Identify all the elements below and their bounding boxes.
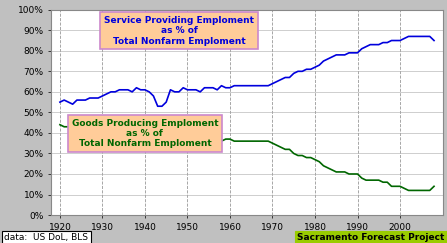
Text: Goods Producing Emploment
as % of
Total Nonfarm Emploment: Goods Producing Emploment as % of Total … <box>72 119 218 148</box>
Text: data:  US DoL, BLS: data: US DoL, BLS <box>4 233 89 242</box>
Text: Sacramento Forecast Project: Sacramento Forecast Project <box>297 233 445 242</box>
Text: Service Providing Emploment
as % of
Total Nonfarm Emploment: Service Providing Emploment as % of Tota… <box>104 16 254 46</box>
